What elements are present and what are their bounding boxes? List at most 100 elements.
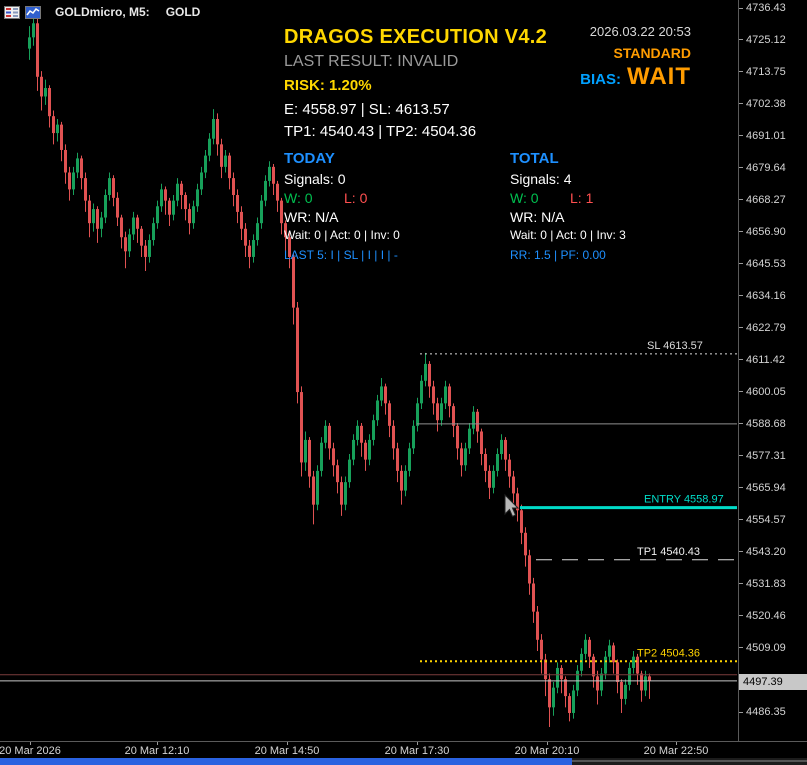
price-axis-tick — [739, 551, 743, 553]
symbol-name: GOLD — [165, 5, 201, 19]
scrollbar-track-rest — [572, 760, 807, 762]
time-axis-tick — [30, 742, 31, 745]
horizontal-scrollbar[interactable] — [0, 758, 807, 765]
price-axis-label: 4736.43 — [746, 2, 786, 14]
time-axis[interactable]: 20 Mar 2026 20 Mar 12:10 20 Mar 14:50 20 Ma… — [0, 742, 738, 757]
today-losses: L: 0 — [344, 190, 368, 206]
price-axis-tick — [739, 455, 743, 457]
price-axis[interactable]: 4497.39 4736.43 4725.12 4713.75 4702.38 4691… — [739, 0, 807, 741]
price-axis-tick — [739, 295, 743, 297]
price-axis-label: 4486.35 — [746, 706, 786, 718]
price-axis-label: 4679.64 — [746, 161, 786, 174]
entry-line-label: ENTRY 4558.97 — [644, 494, 724, 506]
total-wait-act-inv: Wait: 0 | Act: 0 | Inv: 3 — [510, 228, 626, 242]
bias-value: WAIT — [627, 63, 691, 90]
price-axis-label: 4531.83 — [746, 577, 786, 590]
price-axis-label: 4702.38 — [746, 97, 786, 110]
price-axis-label: 4645.53 — [746, 257, 786, 270]
time-axis-tick — [287, 742, 288, 745]
price-axis-tick — [739, 263, 743, 265]
price-axis-label: 4634.16 — [746, 289, 786, 302]
total-losses: L: 1 — [570, 190, 594, 206]
price-axis-label: 4588.68 — [746, 417, 786, 430]
tp2-line-label: TP2 4504.36 — [637, 647, 700, 659]
price-axis-tick — [739, 103, 743, 105]
current-price-badge: 4497.39 — [739, 673, 807, 690]
price-axis-label: 4713.75 — [746, 65, 786, 78]
cursor-arrow — [504, 493, 520, 518]
price-axis-label: 4565.94 — [746, 481, 786, 494]
last-result-text: LAST RESULT: INVALID — [284, 53, 459, 70]
quotes-grid-icon[interactable] — [4, 5, 20, 19]
price-axis-tick — [739, 519, 743, 521]
total-column: TOTAL Signals: 4 W: 0 L: 1 WR: N/A Wait: … — [510, 150, 736, 262]
price-axis-tick — [739, 583, 743, 585]
ea-dashboard: DRAGOS EXECUTION V4.2 LAST RESULT: INVAL… — [284, 26, 736, 262]
price-axis-tick — [739, 711, 743, 713]
bias-row: BIAS: WAIT — [580, 63, 691, 91]
price-lines: SL 4613.57 ENTRY 4558.97 TP1 4540.43 TP2 45… — [0, 340, 737, 682]
today-signals: Signals: 0 — [284, 171, 346, 187]
time-axis-label: 20 Mar 22:50 — [643, 745, 709, 757]
time-axis-tick — [417, 742, 418, 745]
time-axis-tick — [676, 742, 677, 745]
price-axis-label: 4725.12 — [746, 33, 786, 46]
rr-pf-text: RR: 1.5 | PF: 0.00 — [510, 248, 606, 262]
last5-text: LAST 5: I | SL | I | I | - — [284, 248, 398, 262]
time-axis-label: 20 Mar 14:50 — [254, 745, 320, 757]
price-axis-label: 4611.42 — [746, 353, 785, 366]
status-block: 2026.03.22 20:53 STANDARD BIAS: WAIT — [580, 24, 691, 91]
price-axis-label: 4668.27 — [746, 193, 786, 206]
total-winrate: WR: N/A — [510, 209, 565, 225]
today-header: TODAY — [284, 150, 335, 167]
price-axis-tick — [739, 359, 743, 361]
time-axis-tick — [157, 742, 158, 745]
price-axis-tick — [739, 231, 743, 233]
price-axis-tick — [739, 135, 743, 137]
price-axis-tick — [739, 7, 743, 9]
price-axis-label: 4520.46 — [746, 609, 786, 622]
total-header: TOTAL — [510, 150, 559, 167]
time-axis-label: 20 Mar 12:10 — [124, 745, 190, 757]
price-axis-tick — [739, 167, 743, 169]
price-axis-tick — [739, 71, 743, 73]
price-axis-separator — [738, 0, 739, 741]
mode-text: STANDARD — [613, 45, 691, 61]
candlestick-chart[interactable]: SL 4613.57 ENTRY 4558.97 TP1 4540.43 TP2 45… — [0, 0, 738, 741]
tp1-line-label: TP1 4540.43 — [637, 546, 700, 558]
today-wait-act-inv: Wait: 0 | Act: 0 | Inv: 0 — [284, 228, 400, 242]
bias-label: BIAS: — [580, 71, 621, 88]
tp-text: TP1: 4540.43 | TP2: 4504.36 — [284, 123, 477, 140]
risk-text: RISK: 1.20% — [284, 77, 372, 94]
today-column: TODAY Signals: 0 W: 0 L: 0 WR: N/A Wait: … — [284, 150, 510, 262]
symbol-title: GOLDmicro, M5: — [55, 5, 150, 19]
price-axis-tick — [739, 199, 743, 201]
price-axis-label: 4509.09 — [746, 641, 786, 654]
price-axis-label: 4656.90 — [746, 225, 786, 238]
scrollbar-thumb[interactable] — [0, 758, 572, 765]
price-axis-label: 4577.31 — [746, 449, 786, 462]
time-axis-separator — [0, 741, 807, 742]
price-axis-label: 4691.01 — [746, 129, 786, 142]
price-axis-tick — [739, 327, 743, 329]
entry-sl-text: E: 4558.97 | SL: 4613.57 — [284, 101, 450, 118]
ea-title: DRAGOS EXECUTION V4.2 — [284, 26, 548, 48]
time-axis-label: 20 Mar 17:30 — [384, 745, 450, 757]
sl-line-label: SL 4613.57 — [647, 340, 703, 352]
price-axis-label: 4554.57 — [746, 513, 786, 526]
time-axis-label: 20 Mar 2026 — [0, 745, 61, 757]
time-axis-tick — [547, 742, 548, 745]
today-winrate: WR: N/A — [284, 209, 339, 225]
price-axis-tick — [739, 615, 743, 617]
chart-window-icon[interactable] — [25, 5, 41, 19]
candles — [28, 8, 651, 728]
price-axis-tick — [739, 39, 743, 41]
chart-topbar: GOLDmicro, M5: GOLD — [4, 5, 200, 19]
price-axis-tick — [739, 647, 743, 649]
price-axis-tick — [739, 487, 743, 489]
total-signals: Signals: 4 — [510, 171, 572, 187]
price-axis-tick — [739, 391, 743, 393]
price-axis-tick — [739, 423, 743, 425]
server-datetime: 2026.03.22 20:53 — [589, 24, 691, 39]
